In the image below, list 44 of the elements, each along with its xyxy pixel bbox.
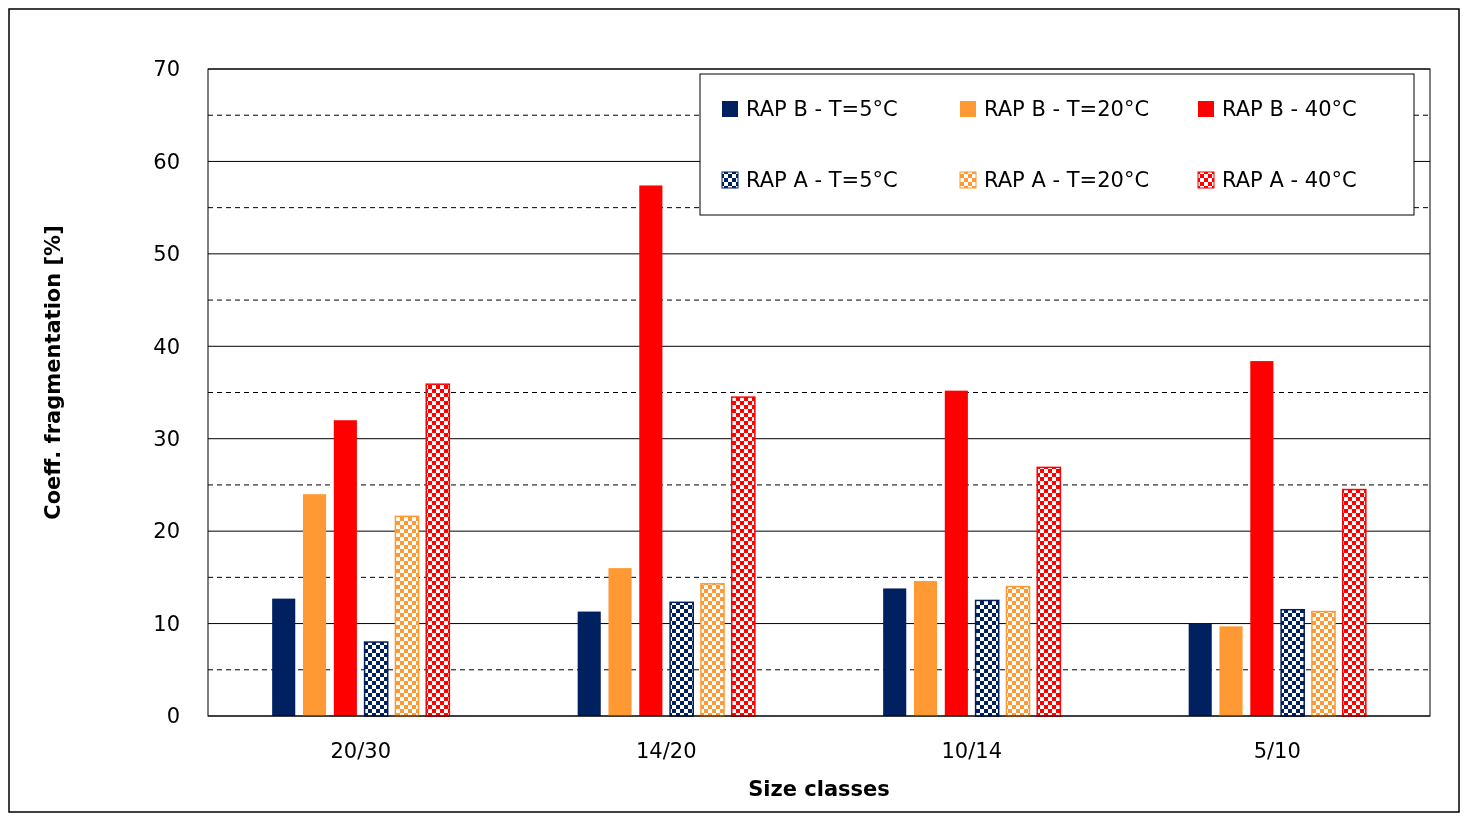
x-tick-label: 20/30 [330,739,392,763]
y-axis-title: Coeff. fragmentation [%] [41,225,65,520]
bar [272,598,296,716]
bar [730,396,756,717]
bar [883,588,907,716]
bar [1005,585,1031,717]
legend-label: RAP A - 40°C [1222,168,1357,193]
x-axis-title: Size classes [748,777,890,801]
bar [944,390,968,716]
bar [577,611,601,716]
legend-label: RAP A - T=20°C [984,168,1150,193]
x-tick-label: 5/10 [1253,739,1301,763]
y-tick-label: 20 [153,519,180,544]
y-tick-label: 50 [153,242,180,267]
bar [1036,466,1062,717]
bar [425,383,451,717]
bar [1280,608,1305,717]
bar [608,568,632,716]
y-tick-label: 70 [153,57,180,82]
x-tick-label: 14/20 [635,739,697,763]
bar [394,515,420,717]
bar [1311,610,1336,717]
legend-label: RAP B - 40°C [1222,97,1357,122]
x-tick-label: 10/14 [941,739,1003,763]
legend-label: RAP B - T=20°C [984,97,1150,122]
bar [333,420,357,716]
bar [1219,626,1243,716]
bar [1250,361,1274,716]
y-tick-label: 0 [166,704,180,729]
legend-label: RAP B - T=5°C [746,97,898,122]
bar [974,599,1000,717]
bar [913,581,938,716]
bar [1341,488,1367,717]
bar [700,583,725,717]
y-tick-label: 40 [153,334,180,359]
bar [302,494,327,716]
y-tick-label: 10 [153,611,180,636]
y-tick-label: 60 [153,149,180,174]
bar [1188,623,1212,716]
bar [669,601,694,717]
bar [363,641,389,717]
legend-label: RAP A - T=5°C [746,168,898,193]
bar [639,185,663,716]
y-tick-label: 30 [153,427,180,452]
